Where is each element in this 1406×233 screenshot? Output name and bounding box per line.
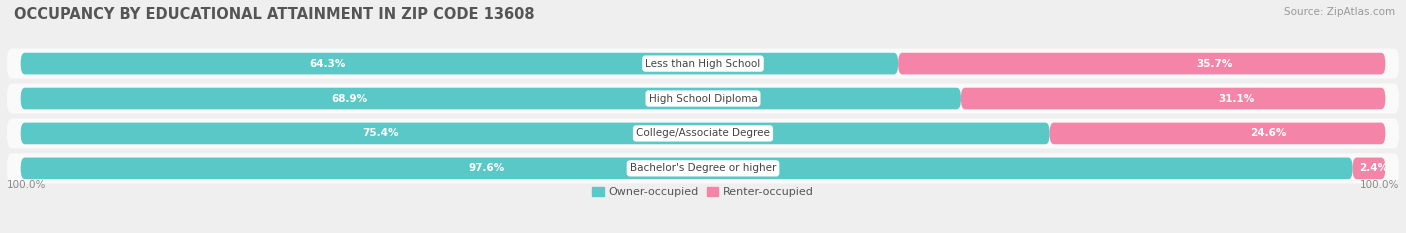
FancyBboxPatch shape bbox=[21, 88, 960, 109]
FancyBboxPatch shape bbox=[7, 83, 1399, 113]
FancyBboxPatch shape bbox=[21, 158, 1353, 179]
Text: 35.7%: 35.7% bbox=[1197, 58, 1233, 69]
Text: 68.9%: 68.9% bbox=[332, 93, 368, 103]
FancyBboxPatch shape bbox=[1353, 158, 1385, 179]
Text: 31.1%: 31.1% bbox=[1219, 93, 1256, 103]
Text: OCCUPANCY BY EDUCATIONAL ATTAINMENT IN ZIP CODE 13608: OCCUPANCY BY EDUCATIONAL ATTAINMENT IN Z… bbox=[14, 7, 534, 22]
Text: College/Associate Degree: College/Associate Degree bbox=[636, 128, 770, 138]
FancyBboxPatch shape bbox=[21, 123, 1050, 144]
Text: Source: ZipAtlas.com: Source: ZipAtlas.com bbox=[1284, 7, 1395, 17]
FancyBboxPatch shape bbox=[898, 53, 1385, 74]
Text: 2.4%: 2.4% bbox=[1360, 163, 1388, 173]
Text: 24.6%: 24.6% bbox=[1250, 128, 1286, 138]
Text: Less than High School: Less than High School bbox=[645, 58, 761, 69]
FancyBboxPatch shape bbox=[21, 53, 898, 74]
FancyBboxPatch shape bbox=[1050, 123, 1385, 144]
Text: 75.4%: 75.4% bbox=[363, 128, 399, 138]
Text: High School Diploma: High School Diploma bbox=[648, 93, 758, 103]
FancyBboxPatch shape bbox=[7, 118, 1399, 148]
FancyBboxPatch shape bbox=[7, 153, 1399, 183]
Text: 97.6%: 97.6% bbox=[468, 163, 505, 173]
Legend: Owner-occupied, Renter-occupied: Owner-occupied, Renter-occupied bbox=[592, 187, 814, 197]
FancyBboxPatch shape bbox=[7, 48, 1399, 79]
Text: 100.0%: 100.0% bbox=[7, 180, 46, 190]
FancyBboxPatch shape bbox=[960, 88, 1385, 109]
Text: Bachelor's Degree or higher: Bachelor's Degree or higher bbox=[630, 163, 776, 173]
Text: 100.0%: 100.0% bbox=[1360, 180, 1399, 190]
Text: 64.3%: 64.3% bbox=[309, 58, 346, 69]
